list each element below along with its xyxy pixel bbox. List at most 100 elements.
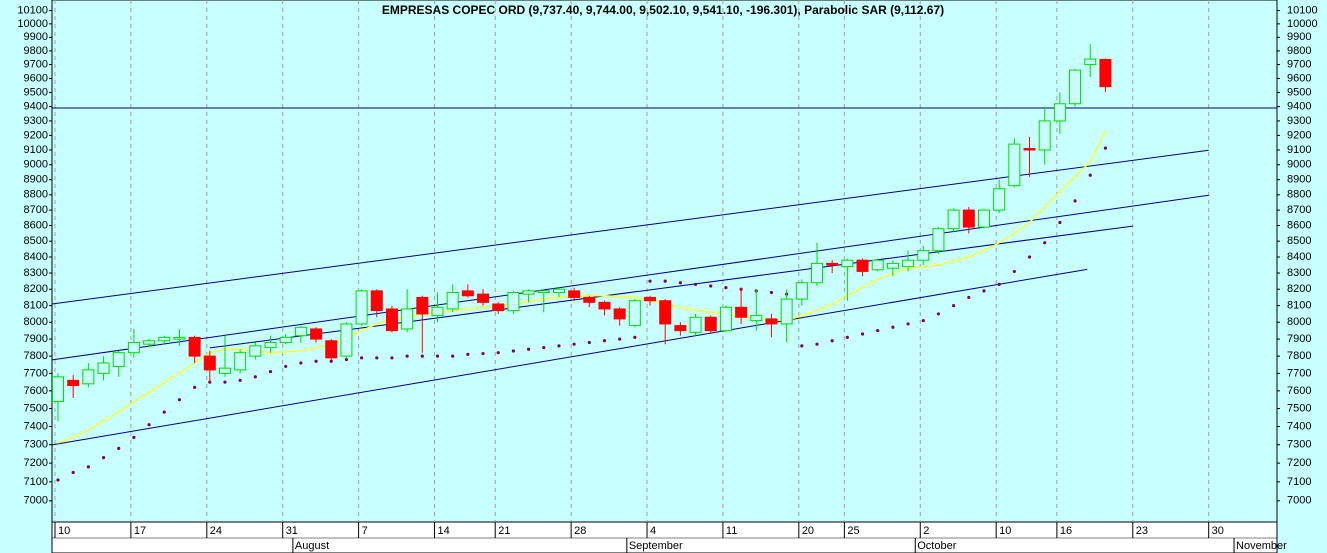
- x-tick-label: 28: [574, 525, 586, 537]
- candle-body: [902, 259, 915, 268]
- candle-body: [294, 326, 307, 337]
- y-tick-label-right: 9100: [1287, 144, 1311, 156]
- candle-body: [416, 296, 429, 315]
- y-tick-label: 7700: [24, 367, 48, 379]
- y-tick-label-right: 7300: [1287, 439, 1311, 451]
- y-tick-label: 7100: [24, 476, 48, 488]
- candle-body: [522, 290, 535, 295]
- sar-dot: [405, 354, 409, 358]
- candle-body: [340, 323, 353, 357]
- sar-dot: [800, 344, 804, 348]
- sar-dot: [284, 364, 288, 369]
- y-tick-label-right: 9400: [1287, 101, 1311, 113]
- x-tick-label: 24: [210, 525, 222, 537]
- candle-body: [173, 336, 186, 340]
- y-tick-label: 10000: [17, 18, 48, 30]
- y-tick-label-right: 8000: [1287, 316, 1311, 328]
- candle-body: [1069, 69, 1082, 105]
- candle-body: [203, 355, 216, 371]
- candle-body: [932, 228, 945, 252]
- sar-dot: [132, 435, 136, 439]
- sar-dot: [587, 340, 591, 345]
- x-tick-label: 14: [438, 525, 450, 537]
- candle-body: [856, 259, 869, 272]
- candle-body: [993, 188, 1006, 211]
- sar-dot: [435, 354, 440, 358]
- x-tick-label: 10: [58, 525, 70, 537]
- sar-dot: [511, 349, 515, 353]
- candle-body: [385, 308, 398, 332]
- y-tick-label: 8200: [24, 283, 48, 295]
- candle-body: [82, 369, 95, 385]
- channel-line: [51, 149, 1209, 305]
- y-tick-label: 8900: [24, 174, 48, 186]
- month-label: August: [295, 540, 329, 552]
- sar-dot: [860, 332, 865, 336]
- sar-dot: [329, 359, 333, 363]
- candle-body: [1099, 58, 1112, 88]
- sar-dot: [633, 335, 637, 339]
- candle-body: [67, 379, 80, 387]
- sar-dot: [663, 279, 667, 283]
- sar-dot: [117, 446, 121, 450]
- sar-dot: [891, 325, 895, 329]
- candle-body: [310, 328, 323, 340]
- candle-body: [431, 306, 444, 317]
- candle-body: [659, 300, 672, 325]
- sar-dot: [360, 356, 364, 360]
- sar-dot: [177, 398, 182, 402]
- y-tick-label-right: 8300: [1287, 267, 1311, 279]
- sar-dot: [815, 342, 819, 346]
- y-tick-label-right: 8900: [1287, 174, 1311, 186]
- sar-dot: [71, 470, 75, 475]
- candle-body: [279, 336, 292, 343]
- y-tick-label: 7400: [24, 420, 48, 432]
- candle-body: [871, 259, 884, 271]
- sar-dot: [299, 361, 303, 365]
- candle-body: [795, 282, 808, 300]
- moving-average: [57, 130, 1107, 444]
- y-tick-label: 9500: [24, 86, 48, 98]
- sar-dot: [238, 378, 242, 382]
- x-tick-label: 31: [286, 525, 298, 537]
- sar-dot: [618, 337, 622, 341]
- y-tick-label-right: 7600: [1287, 385, 1311, 397]
- x-tick-label: 10: [999, 525, 1011, 537]
- y-tick-label-right: 9900: [1287, 31, 1311, 43]
- y-tick-label: 8400: [24, 251, 48, 263]
- sar-dot: [314, 359, 318, 363]
- candle-body: [917, 250, 930, 261]
- sar-dot: [390, 356, 394, 360]
- sar-dot: [1027, 255, 1032, 259]
- y-tick-label: 9900: [24, 31, 48, 43]
- x-tick-label: 16: [1060, 525, 1072, 537]
- y-tick-label-right: 7000: [1287, 495, 1311, 507]
- y-tick-label-right: 10000: [1287, 18, 1318, 30]
- y-tick-label-right: 9300: [1287, 115, 1311, 127]
- y-tick-label-right: 9600: [1287, 72, 1311, 84]
- candle-body: [112, 352, 125, 367]
- candle-body: [628, 300, 641, 327]
- channel-line: [51, 194, 1209, 361]
- candle-body: [477, 293, 490, 303]
- y-tick-label-right: 7100: [1287, 476, 1311, 488]
- y-tick-label: 8500: [24, 235, 48, 247]
- candle-body: [1038, 120, 1051, 151]
- y-tick-label: 7200: [24, 457, 48, 469]
- x-tick-label: 2: [923, 525, 929, 537]
- sar-dot: [936, 312, 941, 316]
- candle-body: [962, 209, 975, 228]
- sar-dot: [1058, 220, 1062, 225]
- sar-dot: [557, 344, 561, 348]
- candle-body: [249, 345, 262, 357]
- sar-dot: [420, 354, 424, 358]
- y-tick-label: 8600: [24, 219, 48, 231]
- candle-body: [158, 336, 171, 342]
- sar-dot: [693, 282, 698, 286]
- sar-dot: [193, 385, 197, 389]
- sar-dot: [1012, 269, 1016, 274]
- y-tick-label-right: 9200: [1287, 129, 1311, 141]
- candle-body: [568, 290, 581, 298]
- sar-dot: [86, 465, 90, 469]
- x-axis-band: [52, 522, 1277, 553]
